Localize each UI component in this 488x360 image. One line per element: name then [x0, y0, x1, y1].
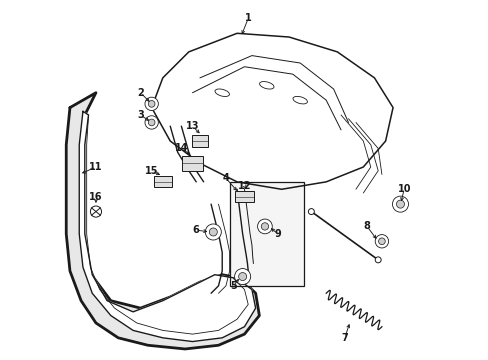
Bar: [191, 135, 208, 147]
Circle shape: [205, 224, 221, 240]
Text: 7: 7: [341, 333, 347, 343]
Circle shape: [374, 235, 388, 248]
Text: 12: 12: [237, 181, 251, 190]
Circle shape: [378, 238, 385, 244]
Circle shape: [144, 97, 158, 111]
Circle shape: [148, 119, 155, 126]
Text: 10: 10: [397, 184, 410, 194]
Circle shape: [257, 219, 272, 234]
Polygon shape: [66, 93, 259, 349]
Text: 16: 16: [89, 192, 102, 202]
Circle shape: [238, 273, 246, 280]
Circle shape: [234, 269, 250, 284]
Text: 4: 4: [222, 173, 229, 183]
Polygon shape: [151, 33, 392, 189]
Text: 8: 8: [363, 221, 370, 231]
Text: 15: 15: [144, 166, 158, 176]
Circle shape: [90, 206, 102, 217]
Bar: [182, 156, 203, 171]
Circle shape: [209, 228, 217, 236]
Text: 13: 13: [185, 121, 199, 131]
Ellipse shape: [215, 89, 229, 96]
Polygon shape: [79, 111, 255, 342]
Circle shape: [261, 223, 268, 230]
Text: 1: 1: [244, 13, 251, 23]
Text: 2: 2: [137, 88, 143, 98]
Bar: [235, 191, 253, 202]
Text: 5: 5: [229, 281, 236, 291]
Bar: [229, 182, 304, 286]
Ellipse shape: [292, 96, 307, 104]
Circle shape: [392, 196, 407, 212]
Text: 9: 9: [274, 229, 281, 239]
Text: 14: 14: [174, 143, 188, 153]
Circle shape: [374, 257, 380, 263]
Ellipse shape: [259, 82, 273, 89]
Circle shape: [144, 116, 158, 129]
Text: 3: 3: [137, 110, 143, 120]
Text: 11: 11: [89, 162, 102, 172]
Circle shape: [308, 208, 314, 215]
Text: 6: 6: [192, 225, 199, 235]
Circle shape: [148, 100, 155, 107]
Bar: [154, 176, 171, 188]
Circle shape: [396, 200, 404, 208]
